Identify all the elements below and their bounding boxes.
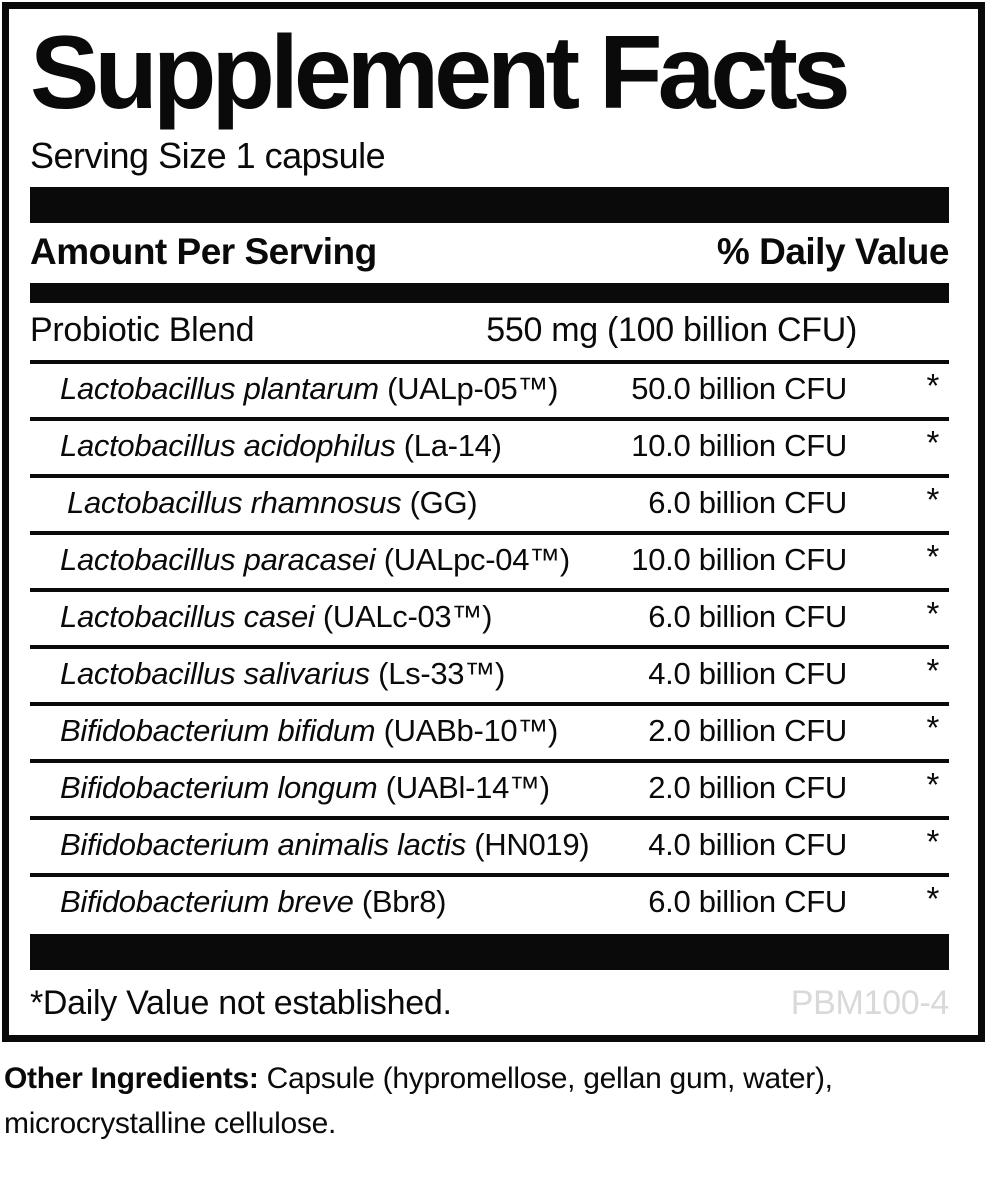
ingredient-name: Lactobacillus rhamnosus (GG) xyxy=(67,485,648,521)
ingredient-row: Bifidobacterium breve (Bbr8) 6.0 billion… xyxy=(30,873,949,930)
species-name: Lactobacillus salivarius xyxy=(60,656,370,691)
divider-bar-bottom xyxy=(30,934,949,970)
ingredient-name: Bifidobacterium breve (Bbr8) xyxy=(60,884,648,920)
daily-value-asterisk: * xyxy=(926,481,939,518)
amount-value: 50.0 billion CFU xyxy=(631,371,847,406)
strain-id: (Bbr8) xyxy=(361,884,447,919)
amount-value: 6.0 billion CFU xyxy=(648,599,847,634)
other-ingredients-label: Other Ingredients: xyxy=(4,1062,259,1095)
species-name: Lactobacillus plantarum xyxy=(60,371,379,406)
panel-title: Supplement Facts xyxy=(30,15,851,131)
species-name: Lactobacillus paracasei xyxy=(60,542,376,577)
ingredient-name: Lactobacillus salivarius (Ls-33™) xyxy=(60,656,648,692)
ingredient-row: Lactobacillus paracasei (UALpc-04™) 10.0… xyxy=(30,531,949,588)
ingredient-row: Bifidobacterium animalis lactis (HN019) … xyxy=(30,816,949,873)
daily-value-asterisk: * xyxy=(926,709,939,746)
divider-bar-mid xyxy=(30,283,949,303)
ingredient-row: Lactobacillus salivarius (Ls-33™) 4.0 bi… xyxy=(30,645,949,702)
daily-value-asterisk: * xyxy=(926,823,939,860)
blend-amount: 550 mg (100 billion CFU) xyxy=(486,311,857,349)
ingredient-row: Lactobacillus rhamnosus (GG) 6.0 billion… xyxy=(30,474,949,531)
serving-size-text: Serving Size 1 capsule xyxy=(30,135,386,176)
divider-bar-top xyxy=(30,187,949,223)
daily-value-footnote: *Daily Value not established. xyxy=(30,984,452,1022)
amount-per-serving-header: Amount Per Serving xyxy=(30,231,377,272)
ingredient-rows: Lactobacillus plantarum (UALp-05™) 50.0 … xyxy=(30,360,949,930)
daily-value-header: % Daily Value xyxy=(716,231,950,272)
species-name: Bifidobacterium breve xyxy=(60,884,354,919)
strain-id: (UALpc-04™) xyxy=(383,542,571,577)
daily-value-asterisk: * xyxy=(926,367,939,404)
amount-value: 2.0 billion CFU xyxy=(648,713,847,748)
species-name: Lactobacillus casei xyxy=(60,599,315,634)
strain-id: (UALc-03™) xyxy=(322,599,493,634)
daily-value-asterisk: * xyxy=(926,595,939,632)
supplement-facts-panel: Supplement Facts Serving Size 1 capsule … xyxy=(2,2,985,1042)
amount-value: 2.0 billion CFU xyxy=(648,770,847,805)
ingredient-row: Lactobacillus acidophilus (La-14) 10.0 b… xyxy=(30,417,949,474)
amount-value: 10.0 billion CFU xyxy=(631,542,847,577)
probiotic-blend-row: Probiotic Blend 550 mg (100 billion CFU) xyxy=(30,303,949,360)
other-ingredients-section: Other Ingredients: Capsule (hypromellose… xyxy=(0,1042,912,1146)
daily-value-asterisk: * xyxy=(926,424,939,461)
daily-value-asterisk: * xyxy=(926,538,939,575)
species-name: Lactobacillus acidophilus xyxy=(60,428,396,463)
ingredient-name: Lactobacillus plantarum (UALp-05™) xyxy=(60,371,631,407)
amount-value: 6.0 billion CFU xyxy=(648,884,847,919)
ingredient-name: Bifidobacterium animalis lactis (HN019) xyxy=(60,827,648,863)
blend-name: Probiotic Blend xyxy=(30,311,255,349)
daily-value-asterisk: * xyxy=(926,766,939,803)
amount-value: 4.0 billion CFU xyxy=(648,827,847,862)
daily-value-asterisk: * xyxy=(926,652,939,689)
strain-id: (UABl-14™) xyxy=(385,770,550,805)
strain-id: (UABb-10™) xyxy=(383,713,559,748)
species-name: Lactobacillus rhamnosus xyxy=(67,485,402,520)
amount-value: 6.0 billion CFU xyxy=(648,485,847,520)
ingredient-name: Lactobacillus acidophilus (La-14) xyxy=(60,428,631,464)
strain-id: (Ls-33™) xyxy=(378,656,505,691)
ingredient-name: Lactobacillus paracasei (UALpc-04™) xyxy=(60,542,631,578)
strain-id: (UALp-05™) xyxy=(387,371,559,406)
ingredient-name: Lactobacillus casei (UALc-03™) xyxy=(60,599,648,635)
ingredient-row: Lactobacillus plantarum (UALp-05™) 50.0 … xyxy=(30,360,949,417)
species-name: Bifidobacterium bifidum xyxy=(60,713,376,748)
ingredient-row: Bifidobacterium bifidum (UABb-10™) 2.0 b… xyxy=(30,702,949,759)
species-name: Bifidobacterium longum xyxy=(60,770,378,805)
ingredient-name: Bifidobacterium longum (UABl-14™) xyxy=(60,770,648,806)
footnote-row: *Daily Value not established. PBM100-4 xyxy=(30,970,949,1023)
ingredient-row: Bifidobacterium longum (UABl-14™) 2.0 bi… xyxy=(30,759,949,816)
amount-value: 10.0 billion CFU xyxy=(631,428,847,463)
strain-id: (HN019) xyxy=(474,827,590,862)
ingredient-name: Bifidobacterium bifidum (UABb-10™) xyxy=(60,713,648,749)
ingredient-row: Lactobacillus casei (UALc-03™) 6.0 billi… xyxy=(30,588,949,645)
amount-value: 4.0 billion CFU xyxy=(648,656,847,691)
strain-id: (La-14) xyxy=(403,428,502,463)
daily-value-asterisk: * xyxy=(926,880,939,917)
species-name: Bifidobacterium animalis lactis xyxy=(60,827,466,862)
column-header-row: Amount Per Serving % Daily Value xyxy=(30,223,950,283)
product-code: PBM100-4 xyxy=(790,984,950,1022)
strain-id: (GG) xyxy=(409,485,478,520)
other-ingredients-text: Capsule (hypromellose, gellan gum, water… xyxy=(4,1062,833,1140)
